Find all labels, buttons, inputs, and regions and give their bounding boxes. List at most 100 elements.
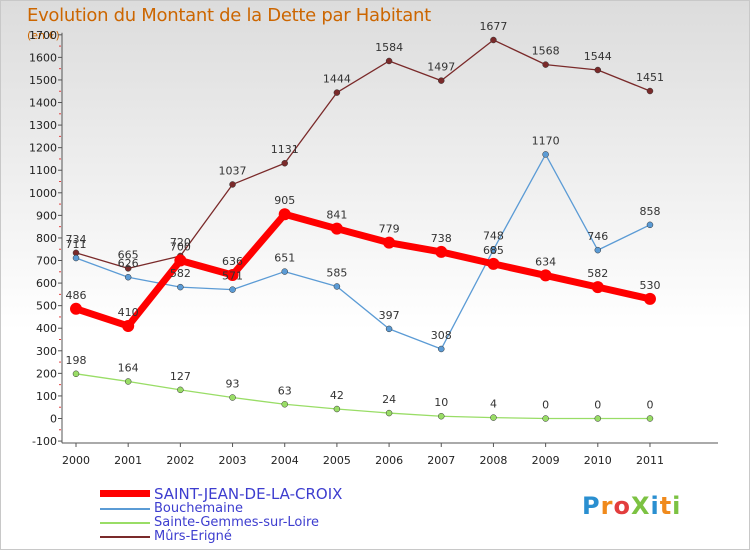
data-label: 746 [587, 230, 608, 243]
data-point [385, 57, 393, 65]
data-point [281, 268, 288, 275]
y-tick-label: 100 [36, 390, 57, 403]
data-point [124, 378, 132, 385]
y-tick-label: 500 [36, 300, 57, 313]
data-label: 127 [170, 370, 191, 383]
data-point [490, 246, 497, 253]
y-tick-label: 300 [36, 345, 57, 358]
data-label: 1444 [323, 73, 351, 86]
data-point [646, 221, 654, 229]
logo-letter: X [630, 492, 651, 520]
chart-unit: (en €) [27, 29, 60, 42]
logo-letter: t [659, 492, 673, 520]
data-label: 1544 [584, 50, 612, 63]
data-label: 720 [170, 236, 191, 249]
data-point [542, 151, 549, 158]
x-tick-label: 2000 [62, 454, 90, 467]
legend-swatch [100, 508, 150, 510]
data-label: 1568 [532, 45, 560, 58]
legend-swatch [100, 489, 150, 497]
logo-letter: r [600, 492, 614, 520]
data-point [594, 415, 602, 422]
y-tick-label: 1700 [29, 29, 57, 42]
legend-swatch [100, 536, 150, 538]
data-label: 711 [66, 238, 87, 251]
data-label: 0 [594, 399, 601, 412]
data-point [70, 302, 82, 315]
y-tick-label: 1100 [29, 164, 57, 177]
data-label: 0 [542, 399, 549, 412]
y-tick-label: 200 [36, 367, 57, 380]
series-line-0 [74, 210, 651, 330]
data-point [229, 394, 236, 401]
data-label: 858 [639, 205, 660, 218]
data-label: 0 [646, 399, 653, 412]
data-label: 734 [66, 233, 87, 246]
y-tick-label: 900 [36, 209, 57, 222]
logo-letter: P [582, 492, 601, 520]
data-point [643, 292, 656, 305]
y-tick-label: 1400 [29, 97, 57, 110]
data-label: 308 [431, 329, 452, 342]
data-label: 1677 [479, 20, 507, 33]
data-label: 651 [274, 252, 295, 265]
data-point [385, 325, 393, 333]
y-tick-label: 1500 [29, 74, 57, 87]
data-label: 410 [118, 306, 139, 319]
series-line-3 [75, 39, 651, 270]
data-point [594, 246, 602, 254]
data-point [229, 286, 236, 293]
y-tick-label: 800 [36, 232, 57, 245]
data-point [174, 254, 187, 267]
data-point [72, 254, 80, 262]
x-tick-label: 2003 [219, 454, 247, 467]
data-label: 198 [66, 354, 87, 367]
data-label: 582 [170, 267, 191, 280]
y-tick-label: 0 [50, 413, 57, 426]
data-point [539, 269, 552, 282]
data-label: 779 [379, 223, 400, 236]
data-point [122, 319, 135, 332]
data-point [281, 401, 288, 408]
legend-label: Mûrs-Erigné [154, 529, 232, 544]
x-tick-label: 2008 [479, 454, 507, 467]
data-point [177, 283, 184, 291]
x-tick-label: 2011 [636, 454, 664, 467]
data-point [435, 245, 448, 258]
y-tick-label: 400 [36, 322, 57, 335]
data-label: 42 [330, 389, 344, 402]
data-label: 626 [118, 257, 139, 270]
y-tick-label: 600 [36, 277, 57, 290]
data-point [490, 36, 497, 44]
data-label: 748 [483, 230, 504, 243]
x-tick-label: 2001 [114, 454, 142, 467]
y-tick-label: 700 [36, 255, 57, 268]
data-label: 24 [382, 393, 396, 406]
data-label: 738 [431, 232, 452, 245]
data-point [646, 87, 654, 95]
data-label: 1451 [636, 71, 664, 84]
logo-letter: o [613, 492, 631, 520]
data-point [542, 61, 549, 68]
data-point [385, 409, 393, 417]
data-label: 665 [118, 248, 139, 261]
legend-label: SAINT-JEAN-DE-LA-CROIX [154, 485, 343, 503]
data-point [438, 412, 445, 420]
x-tick-label: 2009 [532, 454, 560, 467]
data-point [330, 222, 343, 235]
data-point [124, 265, 132, 272]
data-label: 10 [434, 396, 448, 409]
data-label: 4 [490, 398, 497, 411]
data-label: 1037 [219, 164, 247, 177]
data-label: 164 [118, 361, 139, 374]
data-label: 93 [226, 378, 240, 391]
y-tick-label: 1200 [29, 142, 57, 155]
data-point [281, 159, 288, 167]
series-line-2 [75, 373, 650, 420]
data-point [278, 208, 291, 221]
data-point [490, 414, 497, 421]
data-point [72, 370, 80, 378]
proxiti-logo: ProXiti [582, 492, 681, 520]
logo-letter: i [650, 492, 660, 520]
